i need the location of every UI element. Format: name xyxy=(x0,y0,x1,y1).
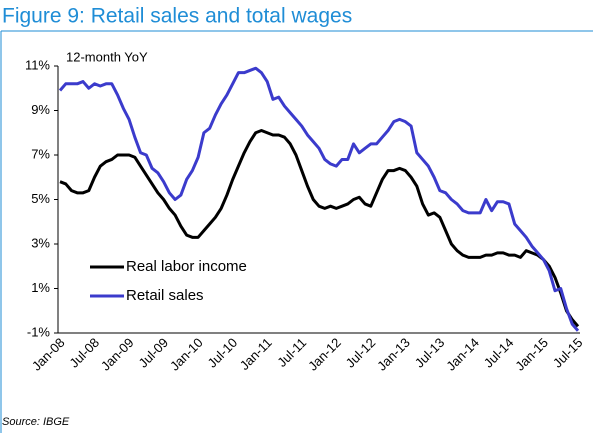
legend-label: Retail sales xyxy=(126,287,204,304)
y-tick-label: 3% xyxy=(31,235,50,250)
x-tick-label: Jan-12 xyxy=(305,335,344,374)
x-tick-label: Jan-08 xyxy=(29,335,68,374)
y-tick-label: 9% xyxy=(31,102,50,117)
x-tick-label: Jul-11 xyxy=(274,335,309,370)
x-tick-label: Jan-10 xyxy=(167,335,206,374)
y-tick-label: 5% xyxy=(31,191,50,206)
y-tick-label: 11% xyxy=(25,57,50,72)
series-line xyxy=(58,66,580,332)
legend-label: Real labor income xyxy=(126,258,247,275)
x-tick-label: Jul-13 xyxy=(412,335,448,371)
y-tick-label: 7% xyxy=(31,146,50,161)
x-tick-label: Jul-15 xyxy=(550,335,586,371)
x-tick-label: Jan-09 xyxy=(98,335,137,374)
x-tick-label: Jul-09 xyxy=(135,335,171,371)
chart-source: Source: IBGE xyxy=(2,416,70,428)
series-line xyxy=(59,129,580,328)
x-tick-label: Jul-12 xyxy=(343,335,379,371)
x-tick-label: Jan-14 xyxy=(443,335,482,374)
x-tick-label: Jan-13 xyxy=(374,335,413,374)
x-tick-label: Jan-11 xyxy=(237,335,275,373)
y-tick-label: 1% xyxy=(31,280,50,295)
x-tick-label: Jul-08 xyxy=(66,335,102,371)
y-tick-label: -1% xyxy=(27,324,51,339)
chart-subtitle: 12-month YoY xyxy=(66,49,148,64)
x-tick-label: Jul-10 xyxy=(205,335,241,371)
chart-title: Figure 9: Retail sales and total wages xyxy=(2,5,352,28)
x-tick-label: Jul-14 xyxy=(481,335,517,371)
x-tick-label: Jan-15 xyxy=(512,335,551,374)
